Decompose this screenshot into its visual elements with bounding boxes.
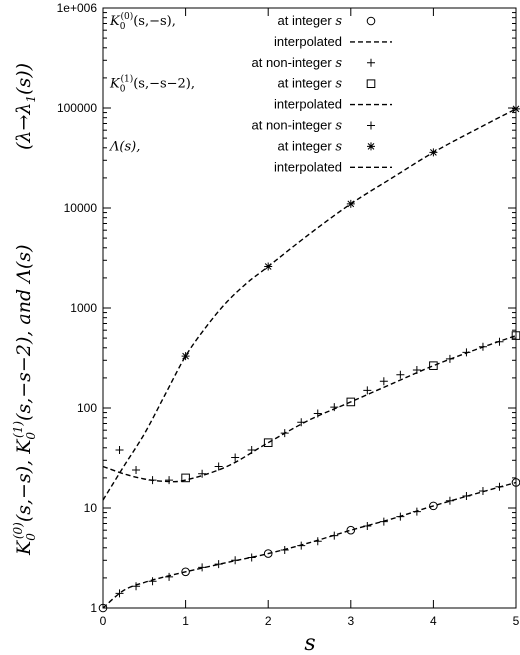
interpolated-curve-2 xyxy=(102,334,517,483)
data-point-non-integer xyxy=(198,469,207,478)
data-point-non-integer xyxy=(165,476,174,485)
data-point-non-integer xyxy=(396,512,405,521)
y-axis-label-secondary: (λ→λ1(s)) xyxy=(13,63,38,150)
data-point-integer xyxy=(346,397,356,407)
data-point-integer xyxy=(181,567,190,577)
data-point-non-integer xyxy=(247,446,256,455)
data-point-non-integer xyxy=(280,546,289,555)
data-point-non-integer xyxy=(297,541,306,550)
legend-marker-star xyxy=(367,142,375,151)
data-point-non-integer xyxy=(198,563,207,572)
legend: K0(0)(s,−s), at integer s interpolated at n… xyxy=(109,11,392,174)
x-tick-labels: 0 1 2 3 4 5 xyxy=(100,614,520,628)
y-tick-label: 10000 xyxy=(64,201,98,215)
legend-entry-text: at integer s xyxy=(278,76,343,92)
data-point-non-integer xyxy=(297,418,306,427)
legend-series-label: K0(1)(s,−s−2), xyxy=(109,74,195,95)
data-point-non-integer xyxy=(247,553,256,562)
data-point-non-integer xyxy=(495,337,504,346)
data-point-integer xyxy=(346,525,356,535)
interpolated-curves xyxy=(102,108,517,609)
legend-entry-text: interpolated xyxy=(274,159,342,174)
data-point-non-integer xyxy=(330,531,339,540)
x-tick-label: 0 xyxy=(100,614,107,628)
y-tick-label: 100 xyxy=(77,401,97,415)
data-point-integer xyxy=(263,438,273,447)
y-tick-label: 1000 xyxy=(70,301,97,315)
legend-series-label: Λ(s), xyxy=(109,139,140,154)
x-tick-label: 1 xyxy=(182,614,189,628)
legend-entry-text: at integer s xyxy=(278,138,343,154)
legend-entry-text: at integer s xyxy=(278,13,343,29)
data-point-integer xyxy=(346,199,355,208)
data-point-non-integer xyxy=(495,482,504,491)
data-point-non-integer xyxy=(412,365,421,374)
x-tick-label: 4 xyxy=(430,614,437,628)
y-tick-label: 1 xyxy=(90,601,97,615)
data-point-non-integer xyxy=(445,496,454,505)
data-point-integer xyxy=(429,501,438,511)
data-point-integer xyxy=(264,262,273,271)
y-axis-label: K0(0)(s,−s), K0(1)(s,−s−2), and Λ(s) xyxy=(11,245,38,557)
data-point-non-integer xyxy=(132,582,141,591)
data-point-non-integer xyxy=(363,522,372,531)
x-tick-label: 2 xyxy=(265,614,272,628)
data-point-non-integer xyxy=(132,465,141,474)
legend-entry-text: at non-integer s xyxy=(251,118,342,134)
data-points xyxy=(98,104,520,613)
data-point-non-integer xyxy=(330,403,339,412)
data-point-non-integer xyxy=(148,577,157,586)
x-tick-label: 5 xyxy=(513,614,520,628)
legend-marker-plus xyxy=(367,121,375,130)
data-point-non-integer xyxy=(445,354,454,363)
data-point-integer xyxy=(181,473,190,483)
data-point-non-integer xyxy=(148,476,157,485)
legend-series-label: K0(0)(s,−s), xyxy=(109,11,176,32)
data-point-non-integer xyxy=(214,560,223,569)
axis-ticks xyxy=(102,7,517,609)
data-point-non-integer xyxy=(478,342,487,351)
legend-entry-text: interpolated xyxy=(274,97,342,112)
data-point-non-integer xyxy=(313,409,322,418)
data-point-non-integer xyxy=(115,446,124,455)
data-point-non-integer xyxy=(478,486,487,495)
data-point-non-integer xyxy=(165,572,174,581)
legend-entry-text: interpolated xyxy=(274,34,342,49)
legend-marker-square xyxy=(366,79,376,89)
x-axis-label: s xyxy=(304,631,315,655)
legend-marker-plus xyxy=(367,58,375,67)
data-point-non-integer xyxy=(363,386,372,395)
y-tick-labels: 1 10 100 1000 10000 100000 1e+006 xyxy=(57,1,98,615)
legend-marker-circle xyxy=(366,16,376,26)
data-point-non-integer xyxy=(231,453,240,462)
data-point-non-integer xyxy=(462,348,471,357)
legend-entry-text: at non-integer s xyxy=(251,55,342,71)
data-point-non-integer xyxy=(115,589,124,598)
data-point-non-integer xyxy=(280,429,289,438)
data-point-integer xyxy=(263,549,273,558)
y-tick-label: 100000 xyxy=(57,101,97,115)
data-point-non-integer xyxy=(379,377,388,386)
y-tick-label: 10 xyxy=(84,501,98,515)
interpolated-curve-3 xyxy=(102,108,517,501)
x-tick-label: 3 xyxy=(347,614,354,628)
data-point-integer xyxy=(181,352,190,361)
data-point-non-integer xyxy=(462,491,471,500)
data-point-non-integer xyxy=(214,462,223,471)
data-point-non-integer xyxy=(313,537,322,546)
interpolated-curve-1 xyxy=(102,481,517,609)
y-tick-label: 1e+006 xyxy=(57,1,98,15)
data-point-non-integer xyxy=(379,517,388,526)
data-point-integer xyxy=(512,104,520,113)
data-point-integer xyxy=(429,361,438,370)
data-point-non-integer xyxy=(412,507,421,516)
data-point-integer xyxy=(429,148,438,157)
data-point-non-integer xyxy=(396,370,405,379)
data-point-non-integer xyxy=(231,556,240,565)
